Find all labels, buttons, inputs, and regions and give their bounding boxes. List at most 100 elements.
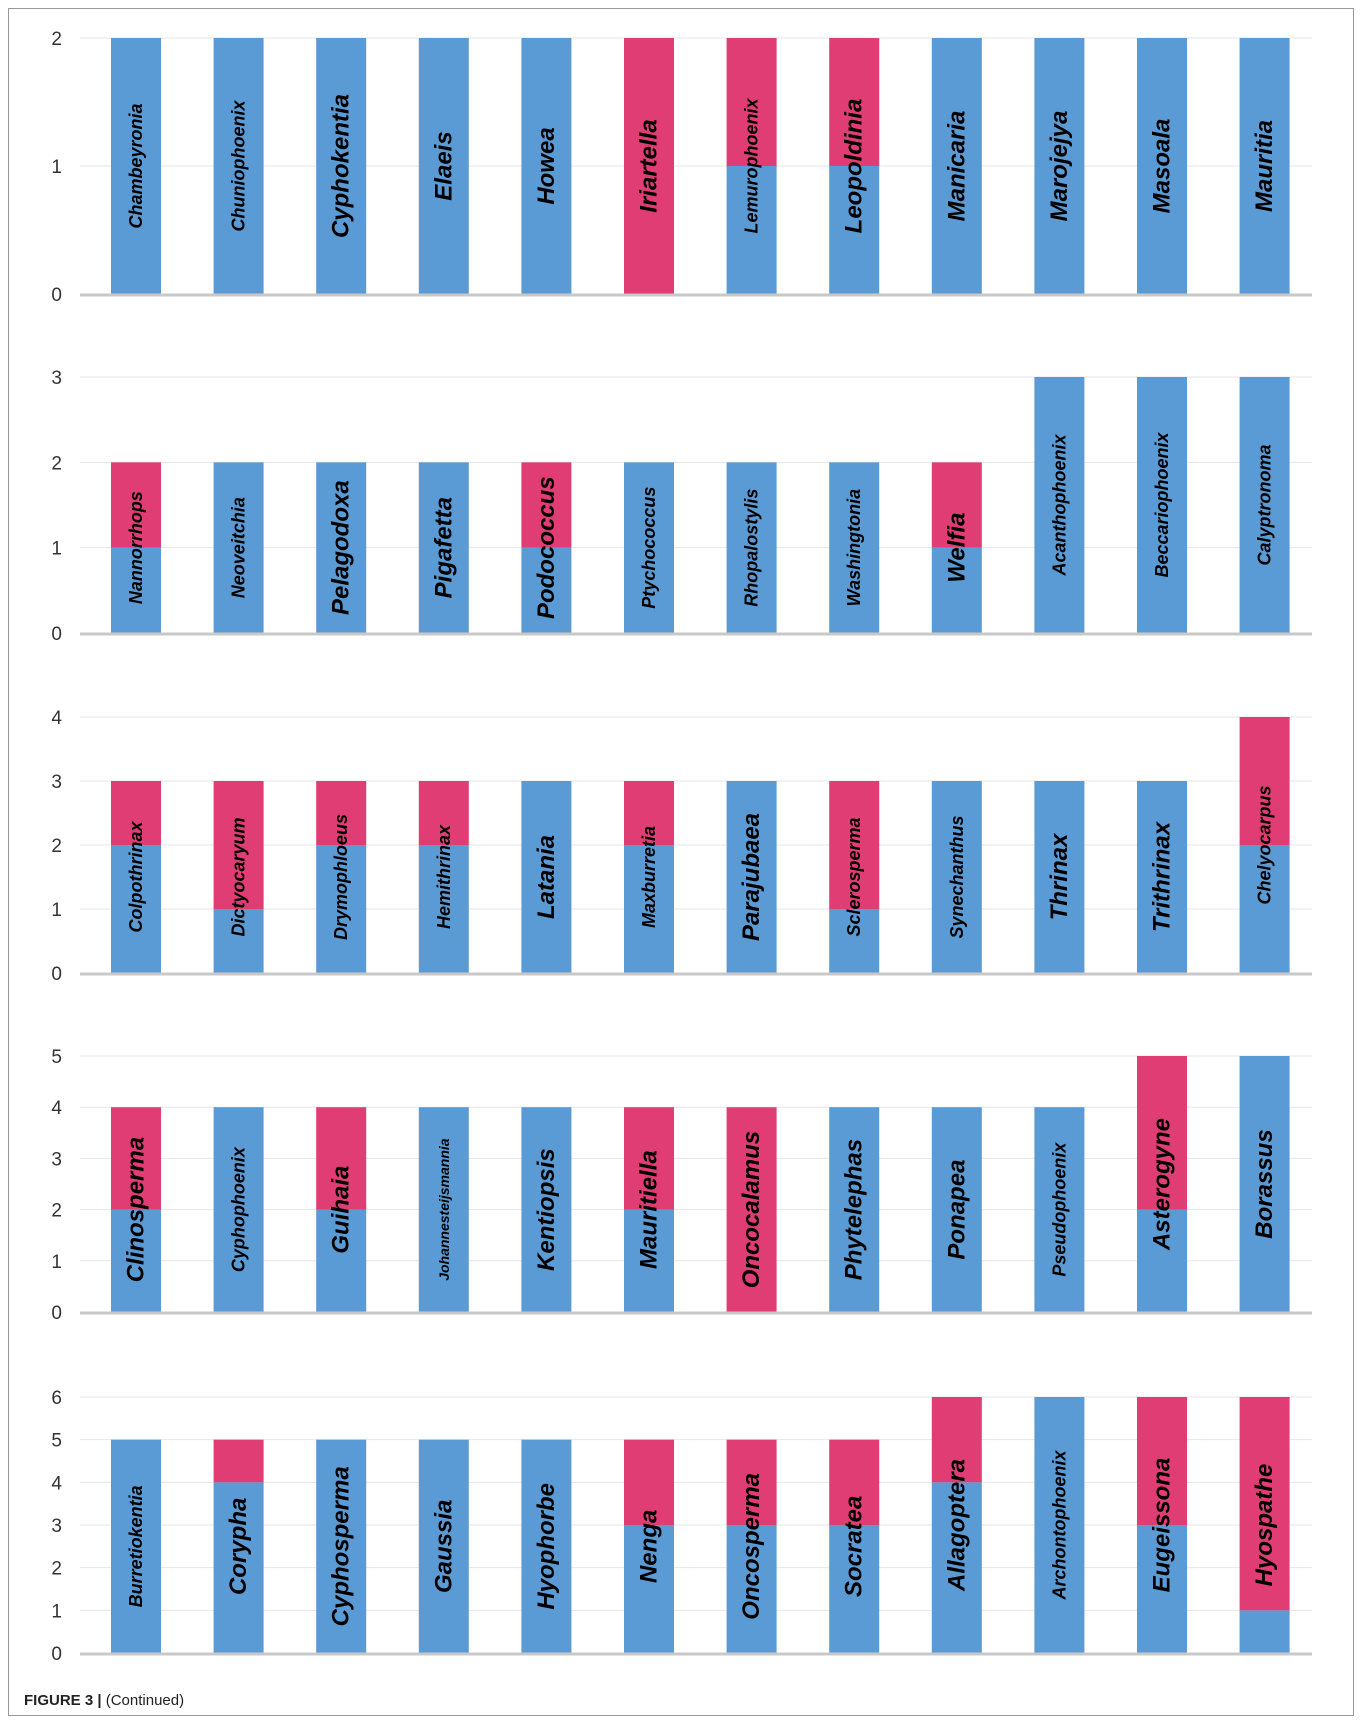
bar-label: Howea [533,127,560,204]
bar-label: Corypha [225,1498,252,1595]
bar-label: Cyphokentia [328,94,355,238]
bar-segment-blue [213,909,264,973]
bar-label: Podococcus [533,476,560,619]
bar-label: Beccariophoenix [1152,431,1172,577]
bar-label: Sclerosperma [844,817,864,936]
bar-label: Maxburretia [639,826,659,928]
bar-segment-pink [418,781,469,845]
bar-segment-pink [213,781,264,909]
bar-label: Kentiopsis [533,1148,560,1271]
bar-label: Marojejya [1046,111,1073,222]
bar-segment-blue [1034,1107,1085,1312]
bar-segment-blue [316,1439,367,1653]
bar-label: Ptychococcus [639,487,659,609]
y-tick-label: 5 [51,1431,62,1452]
bar-label: Chelyocarpus [1255,785,1275,904]
bar-label: Burretiokentia [126,1485,146,1607]
bar-segment-blue [213,462,264,633]
bar-segment-pink [726,38,777,166]
bar-segment-pink [111,781,161,845]
y-tick-label: 2 [51,29,62,50]
bar-label: Johannesteijsmannia [436,1138,452,1281]
y-tick-label: 2 [51,836,62,857]
bar-label: Borassus [1251,1129,1278,1238]
bar-label: Leopoldinia [841,99,868,234]
bar-segment-blue [213,1107,264,1312]
bar-label: Synechanthus [947,815,967,938]
bar-segment-blue [418,845,469,973]
bar-label: Mauritiella [636,1150,663,1269]
y-tick-label: 1 [51,1601,62,1622]
bar-label: Hyospathe [1251,1464,1278,1587]
bar-segment-blue [931,547,982,633]
bar-segment-pink [829,38,880,166]
y-tick-label: 4 [51,1473,62,1494]
y-tick-label: 0 [51,624,62,645]
bar-segment-blue [418,38,469,294]
bar-segment-blue [1239,377,1290,633]
bar-label: Allagoptera [943,1459,970,1592]
y-tick-label: 0 [51,285,62,306]
bar-label: Phytelephas [841,1139,868,1280]
bar-label: Chambeyronia [126,103,146,228]
bar-label: Washingtonia [844,489,864,607]
bar-label: Colpothrinax [126,821,146,933]
bar-segment-pink [829,781,880,909]
bar-label: Drymophloeus [331,814,351,940]
bar-label: Cyphophoenix [229,1146,249,1272]
y-tick-label: 0 [51,1303,62,1324]
bar-label: Eugeissona [1149,1458,1176,1593]
y-tick-label: 2 [51,1559,62,1580]
bar-segment-pink [624,1439,674,1525]
bar-segment-pink [624,781,674,845]
bar-segment-blue [624,1525,674,1653]
bar-segment-pink [1239,717,1290,845]
y-tick-label: 3 [51,368,62,389]
bar-segment-blue [1239,1056,1290,1312]
bar-segment-blue [829,909,880,973]
bar-segment-blue [1239,1610,1290,1653]
y-tick-label: 1 [51,1252,62,1273]
bar-segment-blue [213,1482,264,1653]
bar-segment-pink [726,1107,777,1312]
y-tick-label: 0 [51,1644,62,1665]
bar-segment-blue [316,462,367,633]
bar-segment-pink [931,462,982,548]
bar-segment-blue [624,845,674,973]
figure-caption: FIGURE 3 | (Continued) [24,1692,184,1709]
y-tick-label: 3 [51,1149,62,1170]
bar-label: Pelagodoxa [328,480,355,615]
bar-segment-pink [1239,1397,1290,1611]
y-tick-label: 5 [51,1047,62,1068]
bar-segment-blue [829,1107,880,1312]
bar-label: Lemurophoenix [742,98,762,234]
bar-label: Trithrinax [1149,820,1176,932]
bar-segment-blue [1034,1397,1085,1653]
bar-label: Acanthophoenix [1049,434,1069,577]
bar-label: Dictyocaryum [229,817,249,936]
bar-segment-blue [213,38,264,294]
bar-segment-blue [1034,781,1085,973]
y-tick-label: 3 [51,1516,62,1537]
bar-segment-blue [316,845,367,973]
figure-label: FIGURE 3 | [24,1692,102,1709]
y-tick-label: 1 [51,900,62,921]
bar-label: Pigafetta [430,497,457,598]
bar-segment-pink [316,781,367,845]
bar-segment-blue [1239,38,1290,294]
bar-label: Guihaia [328,1166,355,1254]
bar-segment-blue [111,1439,161,1653]
bar-segment-pink [624,1107,674,1210]
bar-segment-pink [829,1439,880,1525]
bar-segment-blue [1239,845,1290,973]
bar-label: Cyphosperma [328,1466,355,1626]
bar-segment-blue [829,462,880,633]
bar-segment-blue [1137,38,1187,294]
bar-segment-blue [931,1482,982,1653]
bar-segment-blue [316,38,367,294]
bar-label: Hyophorbe [533,1483,560,1610]
bar-segment-blue [521,38,572,294]
bar-segment-blue [521,547,572,633]
bar-label: Gaussia [430,1500,457,1593]
bar-segment-blue [931,1107,982,1312]
